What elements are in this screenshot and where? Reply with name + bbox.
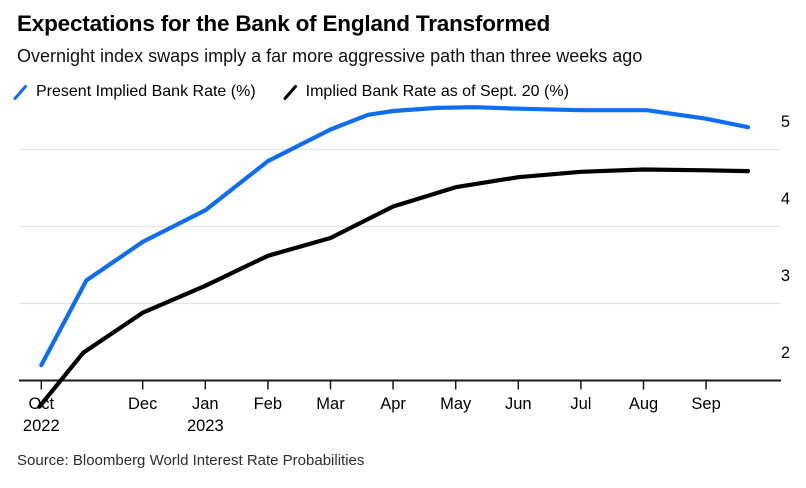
x-axis-label-Jan: Jan 2023 — [173, 394, 237, 436]
legend-item-sept20: Implied Bank Rate as of Sept. 20 (%) — [282, 83, 569, 101]
y-axis-label-5: 5 — [780, 112, 790, 131]
y-axis-label-4: 4 — [780, 189, 790, 208]
x-axis-year-label: 2023 — [186, 417, 224, 435]
x-axis-label-Apr: Apr — [380, 395, 406, 413]
x-axis-label-Aug: Aug — [628, 395, 659, 413]
x-axis-label-May: May — [440, 395, 472, 413]
x-axis-label-Jun: Jun — [504, 395, 532, 413]
x-axis-label-Sep: Sep — [691, 395, 721, 413]
x-axis-label-Dec: Dec — [128, 395, 158, 413]
chart-legend: Present Implied Bank Rate (%) Implied Ba… — [12, 83, 569, 101]
sept20-series-slash-icon — [283, 84, 297, 100]
legend-label-sept20: Implied Bank Rate as of Sept. 20 (%) — [305, 83, 569, 100]
x-axis-label-Mar: Mar — [316, 395, 345, 413]
chart-subtitle: Overnight index swaps imply a far more a… — [17, 46, 643, 66]
y-axis-label-2: 2 — [780, 343, 790, 362]
source-note: Source: Bloomberg World Interest Rate Pr… — [17, 452, 365, 469]
x-axis-year-label: 2022 — [22, 417, 60, 435]
series-line-present_line — [39, 105, 751, 368]
series-line-sept20_line — [37, 167, 751, 409]
legend-item-present: Present Implied Bank Rate (%) — [12, 83, 256, 101]
chart-title: Expectations for the Bank of England Tra… — [17, 11, 550, 36]
present-series-slash-icon — [13, 84, 27, 100]
y-axis-label-3: 3 — [780, 266, 790, 285]
x-axis-label-Oct: Oct 2022 — [9, 394, 73, 436]
x-axis-label-Feb: Feb — [253, 395, 283, 413]
legend-label-present: Present Implied Bank Rate (%) — [36, 83, 256, 100]
x-axis-label-Jul: Jul — [570, 395, 592, 413]
